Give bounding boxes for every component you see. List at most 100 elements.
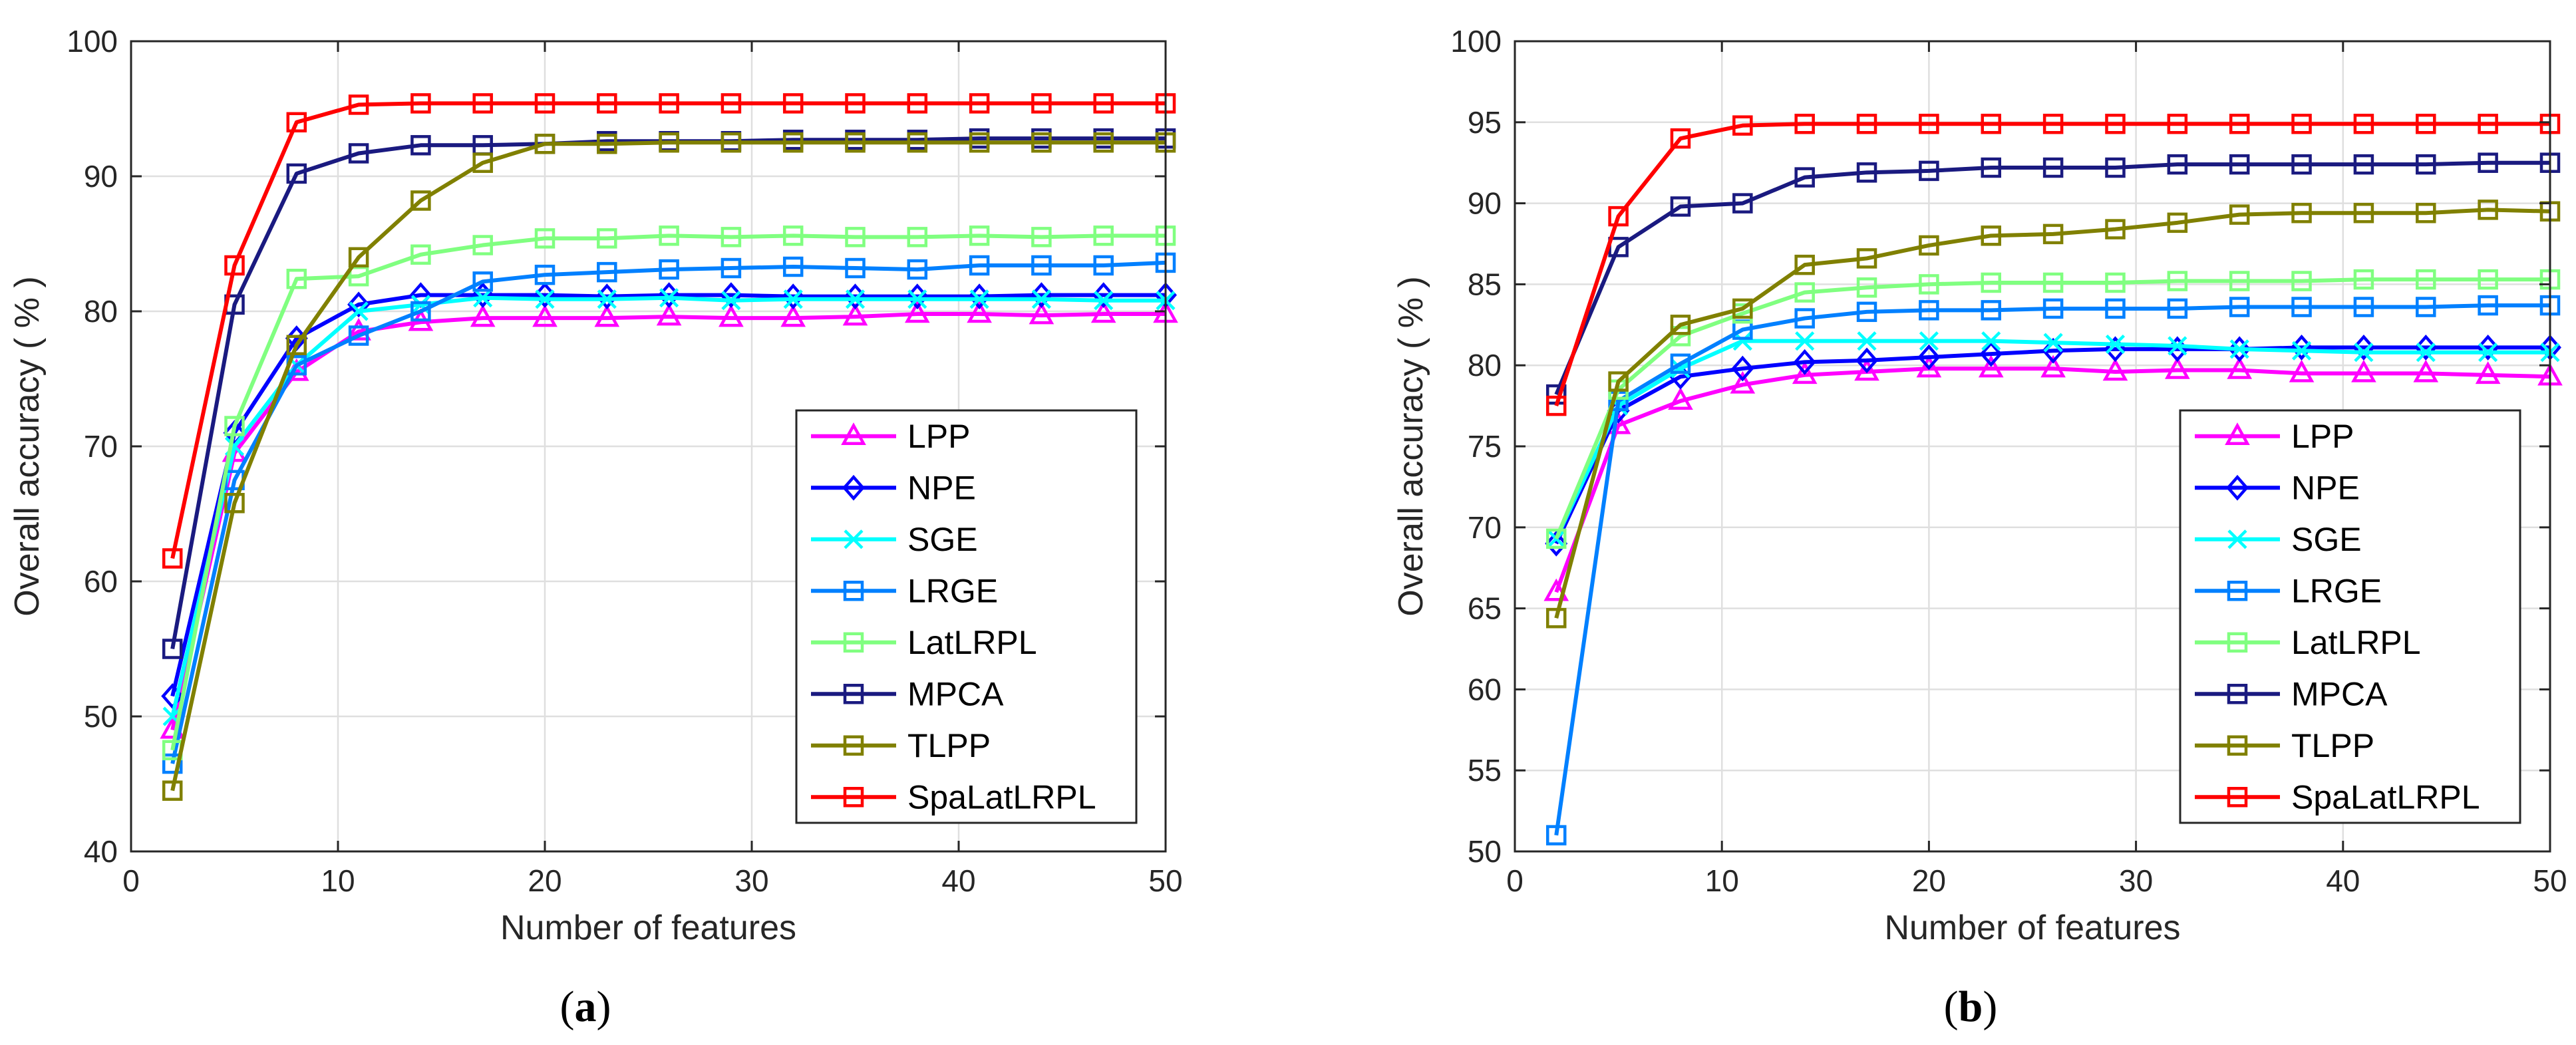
data-point-mpca [348,143,369,164]
series-line-lrge [170,260,1166,764]
data-point-mpca [2042,157,2064,178]
data-point-npe [1092,282,1115,309]
data-point-spalatlrpl [782,93,804,114]
data-point-latlrpl [2416,269,2436,290]
series-line-npe [1554,345,2550,545]
series-line-latlrpl [170,233,1166,751]
legend-label: LPP [907,418,971,455]
data-point-sge [2354,343,2374,363]
x-tick-label: 0 [1506,863,1524,898]
data-point-lrge [1093,255,1114,276]
data-point-npe [1731,355,1754,382]
data-point-lpp [1543,578,1569,601]
y-tick-label: 90 [1468,186,1502,221]
legend-item-spalatlrpl: SpaLatLRPL [2195,778,2480,816]
series-sge [162,288,1176,726]
data-point-latlrpl [2478,269,2498,290]
data-point-npe [1979,341,2003,367]
legend-label: LatLRPL [2291,624,2421,661]
data-point-sge [597,289,617,309]
x-tick-label: 20 [528,863,562,898]
data-point-npe [2414,334,2438,361]
data-point-lpp [594,304,620,327]
y-axis-label: Overall accuracy ( % ) [8,276,47,616]
legend-item-lpp: LPP [811,418,971,455]
data-point-latlrpl [1981,272,2002,293]
data-point-latlrpl [286,269,307,289]
data-point-sge [1031,289,1051,309]
legend-item-latlrpl: LatLRPL [2195,624,2421,661]
series-spalatlrpl [1545,113,2561,416]
data-point-npe [2228,336,2251,363]
x-tick-label: 0 [122,863,140,898]
y-tick-label: 60 [1468,672,1502,706]
data-point-sge [1094,291,1114,311]
data-point-sge [969,289,989,309]
data-point-sge [2291,341,2312,361]
data-point-npe [1917,344,1941,371]
data-point-sge [2043,333,2063,353]
data-point-spalatlrpl [1981,113,2002,134]
data-point-tlpp [1856,248,1877,269]
data-point-lrge [845,257,866,279]
data-point-spalatlrpl [1856,113,1877,134]
data-point-lpp [470,304,496,327]
y-tick-label: 50 [1468,834,1502,869]
data-point-tlpp [597,134,617,154]
data-point-lrge [1545,825,1567,845]
legend-swatch-marker [2227,735,2248,756]
y-tick-label: 80 [84,294,118,329]
data-point-npe [1793,349,1816,375]
data-point-spalatlrpl [348,94,369,115]
data-point-tlpp [1794,254,1815,275]
legend-item-tlpp: TLPP [2195,727,2374,764]
data-point-latlrpl [534,228,556,249]
data-point-spalatlrpl [845,93,866,114]
data-point-lpp [1854,358,1879,381]
data-point-lpp [346,317,371,341]
legend-swatch-marker [842,474,865,501]
y-tick-label: 40 [84,834,118,869]
series-lrge [162,252,1176,774]
data-point-spalatlrpl [472,93,493,114]
data-point-lpp [2040,355,2066,378]
data-point-tlpp [2291,202,2312,224]
data-point-sge [349,301,369,321]
data-point-lrge [162,753,183,774]
data-point-mpca [1732,193,1753,214]
data-point-sge [473,288,493,308]
data-point-tlpp [410,190,431,211]
data-point-latlrpl [2353,269,2374,290]
data-point-lrge [534,264,556,285]
data-point-sge [907,289,927,309]
data-point-lrge [1919,300,1939,321]
data-point-latlrpl [1545,528,1567,549]
x-tick-label: 30 [734,863,768,898]
series-lpp [1543,355,2563,601]
data-point-spalatlrpl [1732,115,1753,136]
data-point-sge [845,289,866,309]
y-tick-label: 85 [1468,267,1502,301]
data-point-latlrpl [1031,227,1052,247]
data-point-lrge [472,271,493,292]
data-point-sge [2168,336,2187,356]
data-point-mpca [2229,154,2250,175]
y-tick-label: 100 [1450,24,1502,59]
data-point-lpp [2475,361,2501,384]
data-point-lrge [2229,297,2250,317]
data-point-spalatlrpl [162,548,183,569]
data-point-tlpp [286,335,307,355]
data-point-tlpp [1919,235,1939,256]
legend-swatch-marker [841,422,866,445]
series-lrge [1545,295,2561,845]
data-point-lrge [2042,298,2064,319]
data-point-lpp [1916,355,1942,378]
data-point-tlpp [1981,225,2002,246]
data-point-spalatlrpl [1794,113,1815,134]
legend-item-mpca: MPCA [2195,675,2388,712]
y-tick-label: 55 [1468,753,1502,788]
legend-label: TLPP [907,727,991,764]
legend-swatch-marker [2227,529,2247,549]
data-point-spalatlrpl [2478,113,2498,134]
y-tick-label: 50 [84,699,118,734]
